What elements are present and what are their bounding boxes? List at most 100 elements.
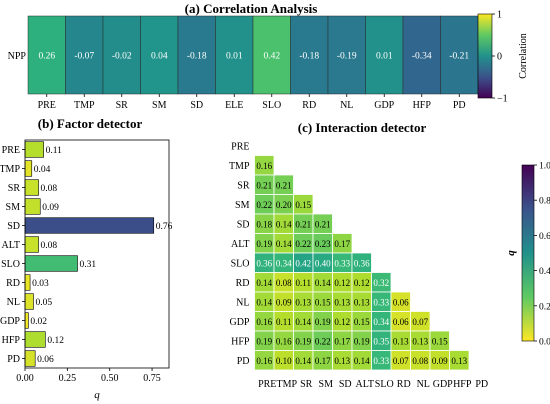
- correlation-x-tick-label: RD: [302, 100, 316, 111]
- interaction-value-label: 0.15: [315, 297, 331, 307]
- correlation-value-label: 0.26: [38, 52, 55, 62]
- factor-x-tick-label: 0.75: [143, 373, 161, 384]
- interaction-value-label: 0.06: [393, 297, 409, 307]
- interaction-value-label: 0.19: [295, 336, 311, 346]
- interaction-x-label: SLO: [375, 379, 394, 390]
- interaction-value-label: 0.06: [393, 317, 409, 327]
- factor-y-tick-label: SM: [6, 202, 21, 213]
- interaction-value-label: 0.17: [315, 356, 331, 366]
- factor-bar: [24, 217, 155, 234]
- factor-plot-frame: [24, 139, 170, 369]
- interaction-value-label: 0.14: [256, 297, 272, 307]
- factor-value-label: 0.06: [37, 355, 54, 365]
- interaction-value-label: 0.08: [276, 278, 292, 288]
- factor-y-tick-label: SD: [7, 221, 20, 232]
- interaction-colorbar-ticks: 0.0 0.2 0.4 0.6 0.8 1.0: [534, 162, 550, 348]
- correlation-cell: [215, 15, 254, 95]
- interaction-value-label: 0.17: [334, 336, 350, 346]
- correlation-cell: [177, 15, 216, 95]
- interaction-value-label: 0.14: [276, 239, 292, 249]
- interaction-value-label: 0.13: [412, 336, 428, 346]
- correlation-value-label: -0.18: [299, 52, 319, 62]
- interaction-value-label: 0.13: [295, 297, 311, 307]
- interaction-value-label: 0.21: [276, 180, 292, 190]
- factor-y-tick-label: PD: [7, 354, 20, 365]
- factor-bar: [24, 141, 44, 158]
- interaction-value-label: 0.16: [276, 336, 292, 346]
- correlation-x-tick-label: TMP: [74, 100, 95, 111]
- interaction-value-label: 0.19: [354, 336, 370, 346]
- factor-value-label: 0.12: [47, 336, 64, 346]
- interaction-y-label: SM: [235, 200, 250, 211]
- factor-axis-ticks: PRE TMP SR SM SD ALT SLO RD NL GDP HFP PD 0.00 0.25 0.…: [0, 145, 161, 384]
- interaction-value-label: 0.15: [354, 317, 370, 327]
- interaction-value-label: 0.08: [412, 356, 428, 366]
- interaction-value-label: 0.21: [315, 219, 331, 229]
- interaction-value-label: 0.21: [295, 219, 311, 229]
- correlation-x-tick-label: SR: [116, 100, 129, 111]
- factor-value-label: 0.31: [80, 260, 97, 270]
- factor-y-tick-label: PRE: [2, 145, 20, 156]
- interaction-value-label: 0.14: [354, 356, 370, 366]
- correlation-panel: (a) Correlation Analysis NPP 0.26 -0.07 -0…: [8, 1, 529, 111]
- interaction-value-label: 0.21: [256, 180, 272, 190]
- factor-bar: [24, 331, 46, 348]
- factor-value-label: 0.02: [30, 317, 47, 327]
- correlation-cell: [365, 15, 404, 95]
- interaction-x-label: HFP: [453, 379, 472, 390]
- interaction-detector-panel: (c) Interaction detector 0.160.21 0.210.2…: [229, 120, 550, 390]
- factor-value-label: 0.09: [42, 203, 59, 213]
- correlation-colorbar: [477, 13, 493, 99]
- interaction-value-label: 0.13: [451, 356, 467, 366]
- correlation-x-tick-label: SD: [190, 100, 203, 111]
- interaction-value-label: 0.14: [295, 356, 311, 366]
- interaction-value-label: 0.33: [373, 297, 389, 307]
- interaction-x-label: PRE: [258, 379, 276, 390]
- correlation-x-tick-label: PD: [453, 100, 466, 111]
- factor-value-label: 0.11: [46, 146, 63, 156]
- interaction-value-label: 0.34: [276, 258, 292, 268]
- correlation-value-label: -0.18: [187, 52, 207, 62]
- interaction-y-label: SD: [237, 219, 250, 230]
- correlation-x-tick-label: HFP: [413, 100, 432, 111]
- factor-y-tick-label: GDP: [0, 316, 20, 327]
- interaction-value-label: 0.13: [334, 297, 350, 307]
- factor-value-label: 0.08: [41, 241, 58, 251]
- factor-bars: 0.11 0.04 0.08 0.09 0.76 0.08 0.31 0.03 0.05 0.02…: [24, 141, 173, 367]
- interaction-y-label: SR: [237, 180, 250, 191]
- factor-y-tick-label: SR: [8, 183, 21, 194]
- interaction-value-label: 0.07: [393, 356, 409, 366]
- interaction-y-label: HFP: [231, 336, 250, 347]
- interaction-value-label: 0.40: [315, 258, 331, 268]
- correlation-cell: [290, 15, 329, 95]
- interaction-x-label: PD: [475, 379, 488, 390]
- interaction-x-label: SM: [319, 379, 334, 390]
- factor-value-label: 0.05: [35, 298, 52, 308]
- factor-bar: [24, 255, 78, 272]
- interaction-cell: [449, 350, 470, 371]
- interaction-x-label: SR: [300, 379, 313, 390]
- interaction-y-label: PRE: [231, 141, 249, 152]
- factor-value-label: 0.03: [32, 279, 49, 289]
- interaction-y-label: GDP: [229, 317, 249, 328]
- correlation-cell: [440, 15, 479, 95]
- interaction-x-label: TMP: [276, 379, 297, 390]
- interaction-value-label: 0.22: [315, 336, 331, 346]
- factor-y-tick-label: ALT: [1, 240, 20, 251]
- interaction-x-label: RD: [397, 379, 411, 390]
- interaction-value-label: 0.11: [296, 278, 311, 288]
- correlation-value-label: 0.01: [226, 52, 243, 62]
- interaction-value-label: 0.17: [334, 239, 350, 249]
- correlation-colorbar-tick-label: −1: [497, 94, 508, 105]
- correlation-row-label: NPP: [8, 51, 27, 62]
- interaction-axis-labels: PREPRETMPTMPSRSRSMSMSDSDALTALTSLOSLORDRD…: [229, 141, 488, 390]
- interaction-value-label: 0.12: [334, 317, 350, 327]
- interaction-x-label: SD: [339, 379, 352, 390]
- interaction-y-label: RD: [236, 278, 250, 289]
- interaction-value-label: 0.20: [276, 200, 292, 210]
- interaction-value-label: 0.09: [432, 356, 448, 366]
- interaction-x-label: NL: [417, 379, 430, 390]
- correlation-cell: [140, 15, 179, 95]
- interaction-y-label: ALT: [231, 239, 250, 250]
- interaction-y-label: NL: [236, 297, 249, 308]
